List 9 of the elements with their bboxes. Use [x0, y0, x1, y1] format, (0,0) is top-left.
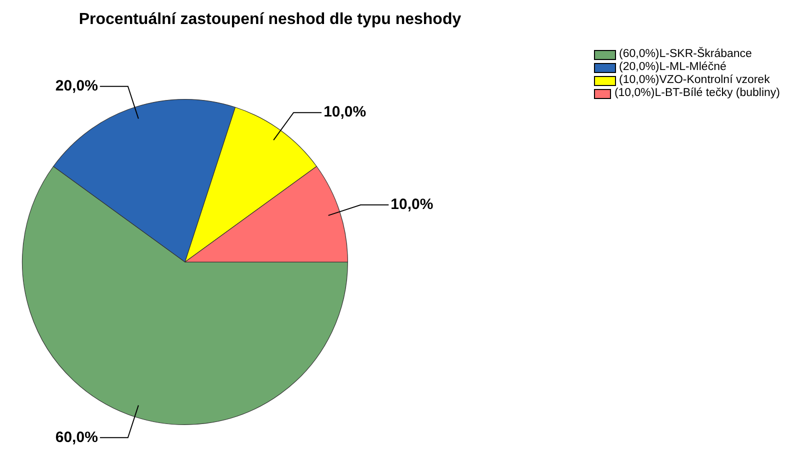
data-label: 10,0%	[324, 104, 366, 121]
legend-label: (10,0%)VZO-Kontrolní vzorek	[619, 74, 770, 87]
legend-label: (60,0%)L-SKR-Škrábance	[619, 48, 752, 61]
legend-label: (10,0%)L-BT-Bílé tečky (bubliny)	[614, 87, 780, 100]
data-label: 10,0%	[390, 196, 434, 214]
data-label: 60,0%	[55, 428, 98, 446]
data-label: 20,0%	[55, 77, 98, 94]
legend-label: (20,0%)L-ML-Mléčné	[619, 61, 726, 74]
chart-title: Procentuální zastoupení neshod dle typu neshody	[78, 11, 462, 29]
